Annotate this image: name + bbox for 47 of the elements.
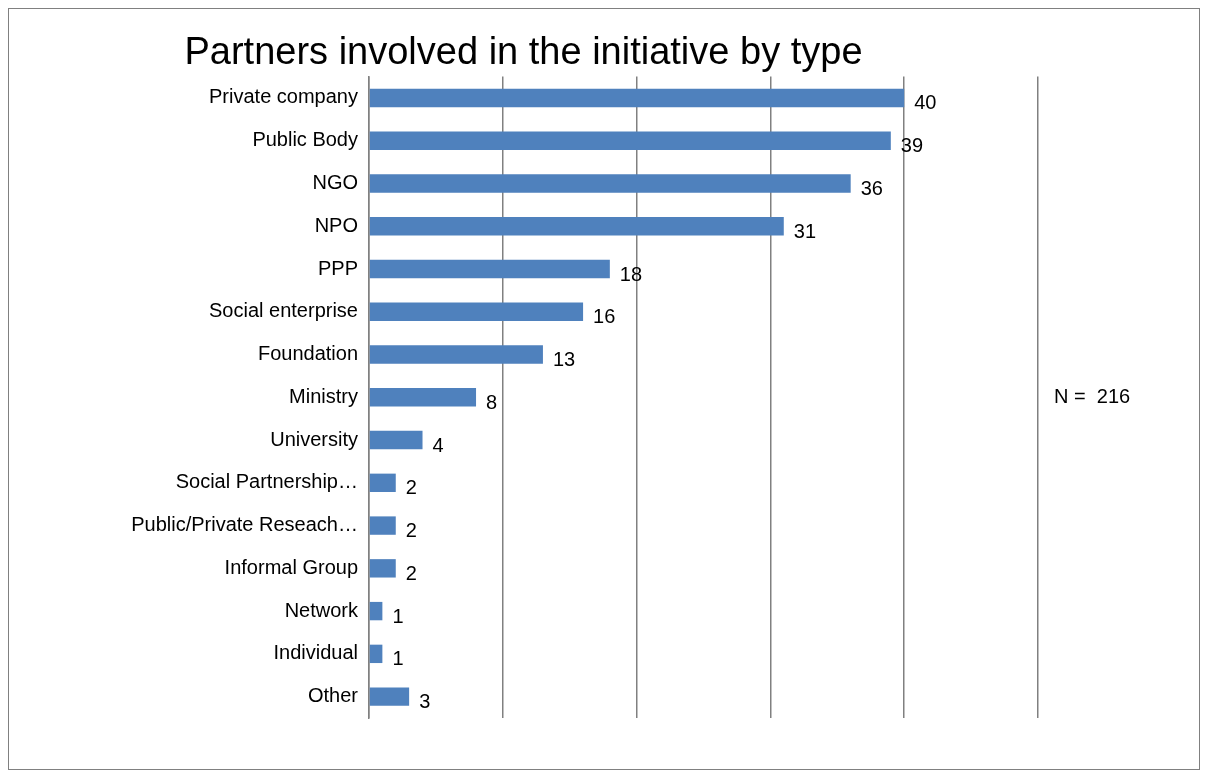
bar <box>369 687 410 706</box>
y-tick-label: PPP <box>317 256 358 279</box>
bar <box>369 559 396 578</box>
y-tick-label: Public Body <box>252 128 358 151</box>
y-tick-label: Social Partnership… <box>175 470 358 493</box>
bar <box>369 430 423 450</box>
bar <box>369 88 905 108</box>
bar <box>369 388 477 407</box>
bar <box>369 644 383 664</box>
data-label: 40 <box>914 91 937 114</box>
data-label: 16 <box>593 305 616 328</box>
bar <box>369 259 610 279</box>
y-tick-label: Network <box>284 598 359 621</box>
chart-title: Partners involved in the initiative by type <box>184 30 863 73</box>
data-label: 2 <box>405 561 417 584</box>
data-label: 1 <box>392 604 404 627</box>
y-tick-label: NGO <box>312 171 358 194</box>
y-tick-label: Individual <box>273 641 358 664</box>
bar <box>369 601 383 621</box>
y-tick-label: Ministry <box>289 384 358 407</box>
text: N = 216 <box>1054 384 1131 407</box>
data-label: 2 <box>405 519 417 542</box>
data-label: 8 <box>486 390 498 413</box>
y-tick-label: Other <box>307 684 359 707</box>
data-label: 2 <box>405 476 417 499</box>
data-label: 4 <box>432 433 444 456</box>
data-label: 18 <box>619 262 643 285</box>
y-tick-label: Informal Group <box>224 555 358 578</box>
y-tick-label: NPO <box>314 213 358 236</box>
y-tick-label: Social enterprise <box>209 299 358 322</box>
data-label: 13 <box>552 348 576 371</box>
y-tick-label: Public/Private Reseach… <box>131 513 358 536</box>
bar <box>369 131 891 150</box>
y-tick-label: Private company <box>209 85 358 108</box>
bar <box>369 473 396 493</box>
data-label: 1 <box>392 647 404 670</box>
bar <box>369 174 851 193</box>
bar <box>369 516 396 535</box>
y-tick-label: Foundation <box>257 342 358 365</box>
y-tick-label: University <box>270 427 358 450</box>
bar <box>369 345 543 364</box>
data-label: 39 <box>900 134 924 157</box>
bar <box>369 217 784 236</box>
data-label: 36 <box>860 177 883 200</box>
bar <box>369 302 584 321</box>
data-label: 3 <box>419 690 431 713</box>
data-label: 31 <box>793 219 817 242</box>
